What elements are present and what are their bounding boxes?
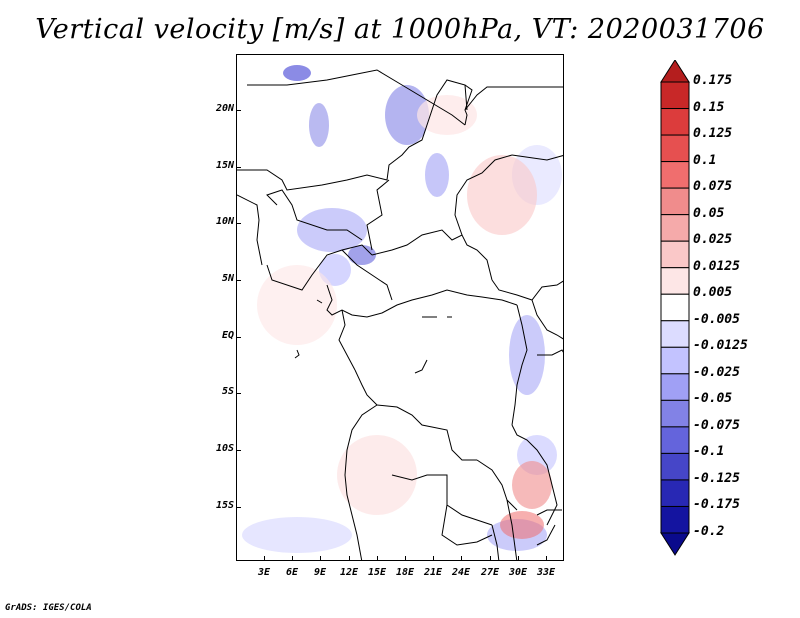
lat-tick — [236, 450, 241, 451]
lon-label: 9E — [313, 567, 327, 578]
colorbar-label: -0.05 — [693, 391, 733, 407]
map-panel — [236, 54, 564, 561]
lat-label: 20N — [215, 103, 234, 114]
colorbar-bin — [660, 108, 690, 136]
map-canvas — [237, 65, 563, 560]
colorbar-label: -0.125 — [693, 470, 740, 486]
colorbar-label: 0.125 — [693, 126, 733, 142]
lon-label: 21E — [423, 567, 443, 578]
colorbar-label: -0.075 — [693, 417, 740, 433]
colorbar-top-arrow — [660, 60, 690, 83]
colorbar-bottom-arrow — [660, 532, 690, 556]
grads-credit: GrADS: IGES/COLA — [5, 603, 92, 613]
colorbar-label: 0.025 — [693, 232, 733, 248]
lat-label: 10N — [215, 216, 234, 227]
blue-patch — [309, 103, 329, 147]
red-patch — [257, 265, 337, 345]
lon-label: 18E — [395, 567, 415, 578]
colorbar-label: -0.1 — [693, 444, 725, 460]
lon-tick — [518, 556, 519, 561]
blue-patch — [283, 65, 311, 81]
country-borders — [237, 69, 563, 560]
lon-tick — [405, 556, 406, 561]
colorbar-label: 0.15 — [693, 99, 725, 115]
blue-patch — [385, 85, 429, 145]
colorbar-label: -0.2 — [693, 524, 725, 539]
colorbar-label: -0.005 — [693, 311, 740, 327]
colorbar-bin — [660, 161, 690, 189]
colorbar-bin — [660, 426, 690, 454]
colorbar-bin — [660, 81, 690, 110]
lat-tick — [236, 167, 241, 168]
colorbar-bin — [660, 240, 690, 269]
lon-tick — [349, 556, 350, 561]
velocity-field — [242, 65, 562, 553]
lat-label: 15N — [215, 160, 234, 171]
lon-label: 24E — [451, 567, 471, 578]
blue-patch — [425, 153, 449, 197]
blue-patch — [509, 315, 545, 395]
lat-label: 5N — [221, 273, 234, 284]
lon-label: 27E — [480, 567, 500, 578]
colorbar-bin — [660, 187, 690, 216]
colorbar-label: 0.005 — [693, 285, 733, 301]
colorbar-bin — [660, 346, 690, 375]
lat-label: 5S — [221, 386, 234, 397]
colorbar-label: 0.05 — [693, 205, 725, 221]
lon-tick — [320, 556, 321, 561]
lon-tick — [377, 556, 378, 561]
colorbar-bin — [660, 505, 690, 534]
lon-label: 12E — [339, 567, 359, 578]
lat-label: EQ — [221, 330, 234, 341]
colorbar-label: 0.1 — [693, 152, 717, 168]
lat-tick — [236, 280, 241, 281]
lat-tick — [236, 223, 241, 224]
chart-title: Vertical velocity [m/s] at 1000hPa, VT: … — [35, 14, 765, 45]
colorbar-label: -0.0125 — [693, 338, 748, 354]
lat-tick — [236, 337, 241, 338]
red-patch — [417, 95, 477, 135]
colorbar — [660, 60, 690, 556]
lon-label: 30E — [508, 567, 528, 578]
lon-label: 6E — [285, 567, 299, 578]
colorbar-bin — [660, 214, 690, 242]
lat-tick — [236, 393, 241, 394]
lat-label: 10S — [215, 443, 234, 454]
blue-patch — [348, 245, 376, 265]
blue-patch — [242, 517, 352, 553]
lon-label: 15E — [367, 567, 387, 578]
lon-tick — [433, 556, 434, 561]
colorbar-bin — [660, 320, 690, 348]
colorbar-bin — [660, 452, 690, 481]
colorbar-label: -0.025 — [693, 364, 740, 380]
colorbar-label: 0.175 — [693, 73, 733, 88]
colorbar-bin — [660, 293, 690, 322]
lon-tick — [264, 556, 265, 561]
lon-tick — [490, 556, 491, 561]
lon-tick — [292, 556, 293, 561]
colorbar-bin — [660, 267, 690, 295]
blue-patch — [319, 254, 351, 286]
colorbar-label: -0.175 — [693, 497, 740, 513]
lon-label: 3E — [257, 567, 271, 578]
colorbar-bin — [660, 479, 690, 507]
red-patch — [337, 435, 417, 515]
lon-label: 33E — [536, 567, 556, 578]
colorbar-bin — [660, 373, 690, 401]
red-patch — [467, 155, 537, 235]
lat-label: 15S — [215, 500, 234, 511]
colorbar-bin — [660, 134, 690, 163]
lon-tick — [546, 556, 547, 561]
colorbar-bin — [660, 399, 690, 428]
lat-tick — [236, 110, 241, 111]
lon-tick — [461, 556, 462, 561]
red-patch — [512, 461, 552, 509]
colorbar-label: 0.075 — [693, 179, 733, 195]
colorbar-label: 0.0125 — [693, 258, 740, 274]
lat-tick — [236, 507, 241, 508]
